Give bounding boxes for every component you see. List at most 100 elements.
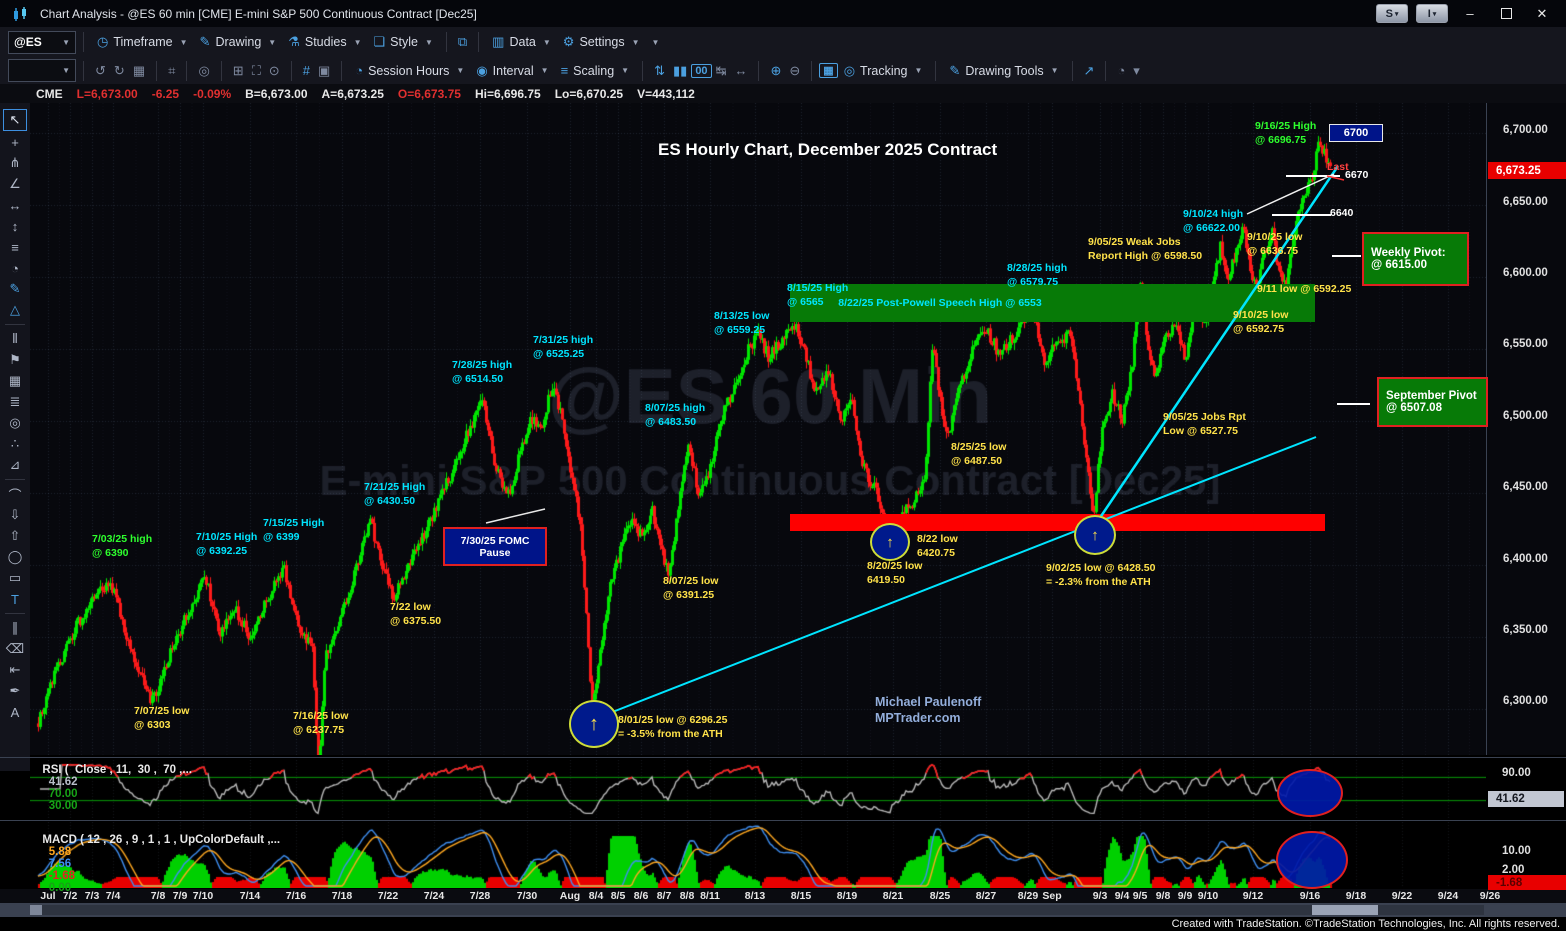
- interval-link-button[interactable]: I ▾: [1416, 4, 1448, 23]
- rsi-axis-90: 90.00: [1502, 767, 1531, 779]
- extend-left-tool[interactable]: ⇤: [9, 662, 21, 677]
- send-to-window-icon[interactable]: ↗: [1083, 62, 1095, 78]
- september-pivot-box[interactable]: September Pivot @ 6507.08: [1377, 377, 1488, 427]
- lasso-icon[interactable]: ◔: [1117, 63, 1126, 78]
- bar-spacing-out-icon[interactable]: ↔: [734, 63, 748, 78]
- save-chart-icon[interactable]: ⛶: [251, 62, 261, 78]
- panel-divider[interactable]: [0, 757, 1566, 758]
- price-axis[interactable]: 6,700.00 6,650.00 6,600.00 6,550.00 6,500.00…: [1486, 103, 1566, 755]
- flag-tool[interactable]: ⚑: [9, 352, 21, 367]
- grid-box-tool[interactable]: ▦: [8, 373, 22, 388]
- macd-panel-canvas[interactable]: [30, 822, 1486, 888]
- overflow-caret-icon[interactable]: ▾: [1133, 62, 1140, 78]
- rsi-study-label[interactable]: RSI ( Close , 11, 30 , 70 ,... 41.62 70.…: [36, 752, 192, 812]
- buy-signal-arrow[interactable]: ↑: [870, 523, 910, 561]
- layout-windows-icon[interactable]: ⧉: [457, 34, 468, 49]
- chart-search-icon[interactable]: ⌗: [168, 62, 176, 78]
- buy-signal-arrow[interactable]: ↑: [569, 700, 619, 748]
- angle-tool[interactable]: ⊿: [9, 457, 21, 472]
- text-cursor-tool[interactable]: A: [10, 704, 20, 720]
- study-highlight-ellipse[interactable]: [1277, 769, 1343, 817]
- bars-pair-icon[interactable]: ▮▮: [673, 62, 688, 78]
- marker-tool[interactable]: ✎: [9, 281, 21, 296]
- pitchfork-tool[interactable]: ⋔: [9, 155, 21, 170]
- gear-icon: ⚙: [562, 34, 575, 49]
- symbol-combobox[interactable]: @ES ▼: [8, 30, 76, 54]
- crosshair-tool[interactable]: +: [11, 134, 19, 150]
- eraser-tool[interactable]: ⌫: [5, 641, 25, 656]
- arrows-updown-icon[interactable]: ⇅: [654, 62, 665, 78]
- close-button[interactable]: ✕: [1536, 5, 1548, 21]
- horizontal-extend-tool[interactable]: ↔: [8, 197, 22, 213]
- symbol-link-button[interactable]: S ▾: [1376, 4, 1408, 23]
- gann-clock-tool[interactable]: ◔: [11, 260, 19, 276]
- stamp-tool[interactable]: ✒: [9, 683, 21, 698]
- study-highlight-ellipse[interactable]: [1276, 831, 1348, 889]
- menu-style[interactable]: ❏ Style ▼: [368, 34, 439, 50]
- quote-data-line: CME L=6,673.00 -6.25 -0.09% B=6,673.00 A…: [0, 84, 1566, 103]
- zoom-search-icon[interactable]: ⊙: [268, 62, 280, 78]
- zoom-in-icon[interactable]: ⊕: [770, 62, 782, 78]
- fomc-pause-box[interactable]: 7/30/25 FOMC Pause: [443, 527, 547, 566]
- zoom-out-icon[interactable]: ⊖: [789, 62, 801, 78]
- menu-timeframe[interactable]: ◷ Timeframe ▼: [91, 34, 194, 50]
- pointer-tool[interactable]: ↖: [3, 109, 27, 131]
- chart-annotation: 6640: [1330, 207, 1354, 219]
- minimize-button[interactable]: –: [1466, 6, 1474, 21]
- menu-drawing[interactable]: ✎ Drawing ▼: [194, 34, 283, 50]
- menu-studies[interactable]: ⚗ Studies ▼: [282, 34, 367, 50]
- menu-label: Scaling: [573, 63, 615, 78]
- bar-spacing-in-icon[interactable]: ↹: [715, 62, 727, 78]
- time-axis-label: 8/4: [588, 890, 604, 902]
- horizontal-scrollbar[interactable]: [30, 905, 1484, 915]
- grid-toggle-button[interactable]: ▦: [819, 63, 838, 78]
- zero-zero-button[interactable]: 00: [691, 63, 712, 78]
- undo-icon[interactable]: ↺: [95, 62, 106, 78]
- calculator-icon[interactable]: ▦: [132, 62, 146, 78]
- chevron-down-icon: ▼: [621, 66, 630, 75]
- scroll-left-button[interactable]: [30, 905, 42, 915]
- menu-tracking[interactable]: ◎ Tracking ▼: [838, 63, 929, 79]
- time-axis[interactable]: Jul 7/2 7/3 7/4 7/8 7/9 7/10 7/14 7/16 7/18 7/22 7/…: [0, 889, 1566, 903]
- redo-icon[interactable]: ↻: [113, 62, 125, 78]
- buy-signal-arrow[interactable]: ↑: [1074, 515, 1116, 555]
- arc-tool[interactable]: ⌒: [8, 487, 22, 503]
- scrollbar-thumb[interactable]: [1312, 905, 1378, 915]
- menu-drawing-tools[interactable]: ✎ Drawing Tools ▼: [943, 63, 1064, 79]
- support-zone-band[interactable]: [790, 514, 1325, 531]
- triangle-tool[interactable]: △: [10, 302, 20, 317]
- time-axis-label: 9/9: [1177, 890, 1193, 902]
- symbol-number-icon[interactable]: #: [302, 63, 310, 78]
- down-arrow-tool[interactable]: ⇩: [9, 507, 21, 522]
- weekly-pivot-box[interactable]: Weekly Pivot: @ 6615.00: [1362, 232, 1469, 286]
- rsi-panel-canvas[interactable]: [30, 760, 1486, 818]
- ellipse-tool[interactable]: ◯: [7, 549, 23, 564]
- menu-data[interactable]: ▥ Data ▼: [486, 34, 557, 50]
- vertical-bars-tool[interactable]: ⦀: [12, 331, 18, 346]
- circle-draw-tool[interactable]: ◎: [9, 415, 21, 430]
- macd-study-label[interactable]: MACD ( 12 , 26 , 9 , 1 , 1 , UpColorDefa…: [36, 822, 280, 894]
- panel-divider[interactable]: [0, 820, 1566, 821]
- calendar-icon[interactable]: ▣: [317, 62, 331, 78]
- interval-combobox[interactable]: ▼: [8, 59, 76, 82]
- level-6700-box[interactable]: 6700: [1329, 124, 1383, 142]
- menu-scaling[interactable]: ≡ Scaling ▼: [555, 63, 636, 78]
- maximize-button[interactable]: [1492, 5, 1520, 23]
- overflow-caret-icon[interactable]: ▼: [651, 37, 660, 47]
- parallel-lines-tool[interactable]: ≡: [11, 239, 19, 255]
- chart-add-icon[interactable]: ⊞: [232, 62, 244, 78]
- rectangle-tool[interactable]: ▭: [8, 570, 22, 585]
- menu-settings[interactable]: ⚙ Settings ▼: [557, 34, 646, 50]
- price-chart-canvas[interactable]: [30, 103, 1486, 755]
- dots-tool[interactable]: ∴: [10, 436, 20, 451]
- target-icon[interactable]: ◎: [198, 62, 210, 78]
- parallel-channel-tool[interactable]: ∥: [11, 620, 19, 635]
- menu-interval[interactable]: ◉ Interval ▼: [470, 63, 554, 79]
- vertical-extend-tool[interactable]: ↕: [11, 218, 19, 234]
- up-arrow-tool[interactable]: ⇧: [9, 528, 21, 543]
- time-axis-label: 7/3: [84, 890, 100, 902]
- trendline-tool[interactable]: ∠: [9, 176, 21, 191]
- horizontal-lines-tool[interactable]: ≣: [9, 394, 21, 409]
- text-tool[interactable]: T: [11, 591, 19, 607]
- menu-session-hours[interactable]: ◔ Session Hours ▼: [349, 63, 470, 78]
